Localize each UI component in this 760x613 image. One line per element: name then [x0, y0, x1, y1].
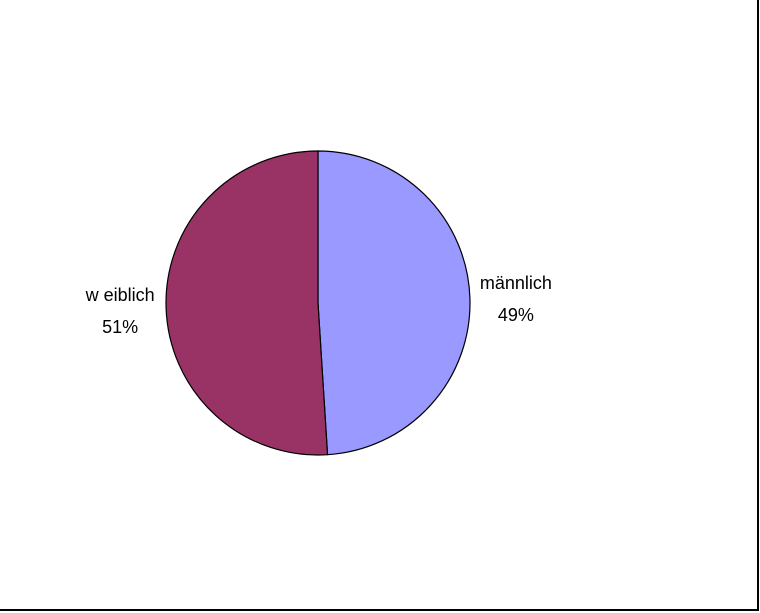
- slice-label-0: männlich: [480, 273, 552, 293]
- pie-labels: männlich 49% w eiblich 51%: [85, 273, 552, 337]
- pie-slice-1: [165, 150, 329, 456]
- pie-slice-0: [317, 150, 471, 456]
- slice-label-1: w eiblich: [85, 285, 155, 305]
- slice-value-label-1: 51%: [102, 317, 138, 337]
- pie-slices: [165, 150, 471, 456]
- slice-value-label-0: 49%: [498, 305, 534, 325]
